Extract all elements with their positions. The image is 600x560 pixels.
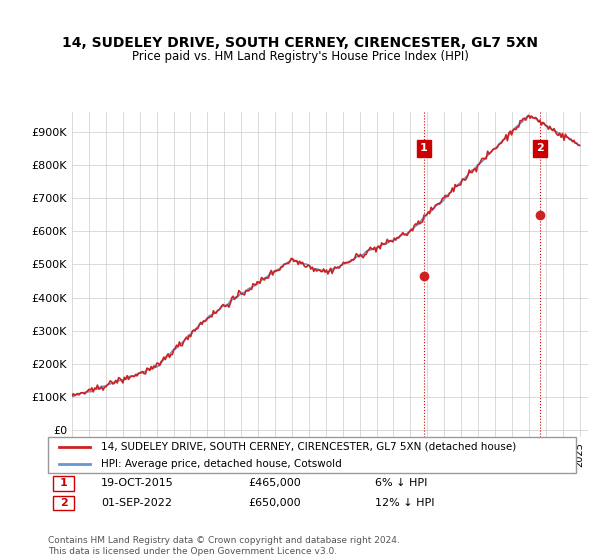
FancyBboxPatch shape [53, 476, 74, 491]
FancyBboxPatch shape [53, 496, 74, 511]
Text: 6% ↓ HPI: 6% ↓ HPI [376, 478, 428, 488]
FancyBboxPatch shape [48, 437, 576, 473]
Text: 12% ↓ HPI: 12% ↓ HPI [376, 498, 435, 508]
Text: HPI: Average price, detached house, Cotswold: HPI: Average price, detached house, Cots… [101, 459, 341, 469]
Text: 1: 1 [420, 143, 428, 153]
Text: 14, SUDELEY DRIVE, SOUTH CERNEY, CIRENCESTER, GL7 5XN: 14, SUDELEY DRIVE, SOUTH CERNEY, CIRENCE… [62, 36, 538, 50]
Text: 01-SEP-2022: 01-SEP-2022 [101, 498, 172, 508]
Text: 2: 2 [536, 143, 544, 153]
Text: 2: 2 [60, 498, 68, 508]
Text: Price paid vs. HM Land Registry's House Price Index (HPI): Price paid vs. HM Land Registry's House … [131, 50, 469, 63]
Text: £650,000: £650,000 [248, 498, 301, 508]
Text: 14, SUDELEY DRIVE, SOUTH CERNEY, CIRENCESTER, GL7 5XN (detached house): 14, SUDELEY DRIVE, SOUTH CERNEY, CIRENCE… [101, 442, 516, 452]
Text: 19-OCT-2015: 19-OCT-2015 [101, 478, 173, 488]
Text: 1: 1 [60, 478, 68, 488]
Text: Contains HM Land Registry data © Crown copyright and database right 2024.
This d: Contains HM Land Registry data © Crown c… [48, 536, 400, 556]
Text: £465,000: £465,000 [248, 478, 301, 488]
